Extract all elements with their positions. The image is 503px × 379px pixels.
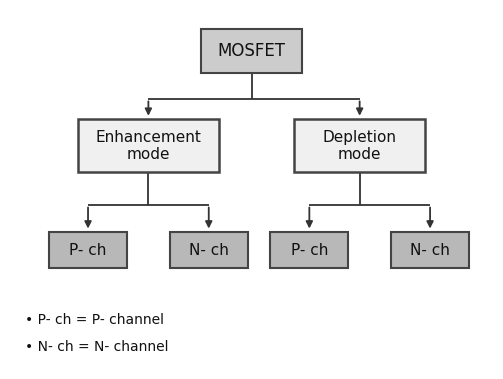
Text: • N- ch = N- channel: • N- ch = N- channel [25, 340, 169, 354]
FancyBboxPatch shape [78, 119, 219, 172]
Text: Enhancement
mode: Enhancement mode [96, 130, 201, 162]
FancyBboxPatch shape [294, 119, 425, 172]
FancyBboxPatch shape [271, 232, 348, 268]
Text: N- ch: N- ch [189, 243, 229, 258]
FancyBboxPatch shape [170, 232, 247, 268]
Text: P- ch: P- ch [291, 243, 328, 258]
Text: • P- ch = P- channel: • P- ch = P- channel [25, 313, 164, 327]
Text: N- ch: N- ch [410, 243, 450, 258]
Text: Depletion
mode: Depletion mode [322, 130, 397, 162]
FancyBboxPatch shape [49, 232, 127, 268]
FancyBboxPatch shape [201, 30, 302, 73]
Text: P- ch: P- ch [69, 243, 107, 258]
Text: MOSFET: MOSFET [217, 42, 286, 60]
FancyBboxPatch shape [391, 232, 469, 268]
